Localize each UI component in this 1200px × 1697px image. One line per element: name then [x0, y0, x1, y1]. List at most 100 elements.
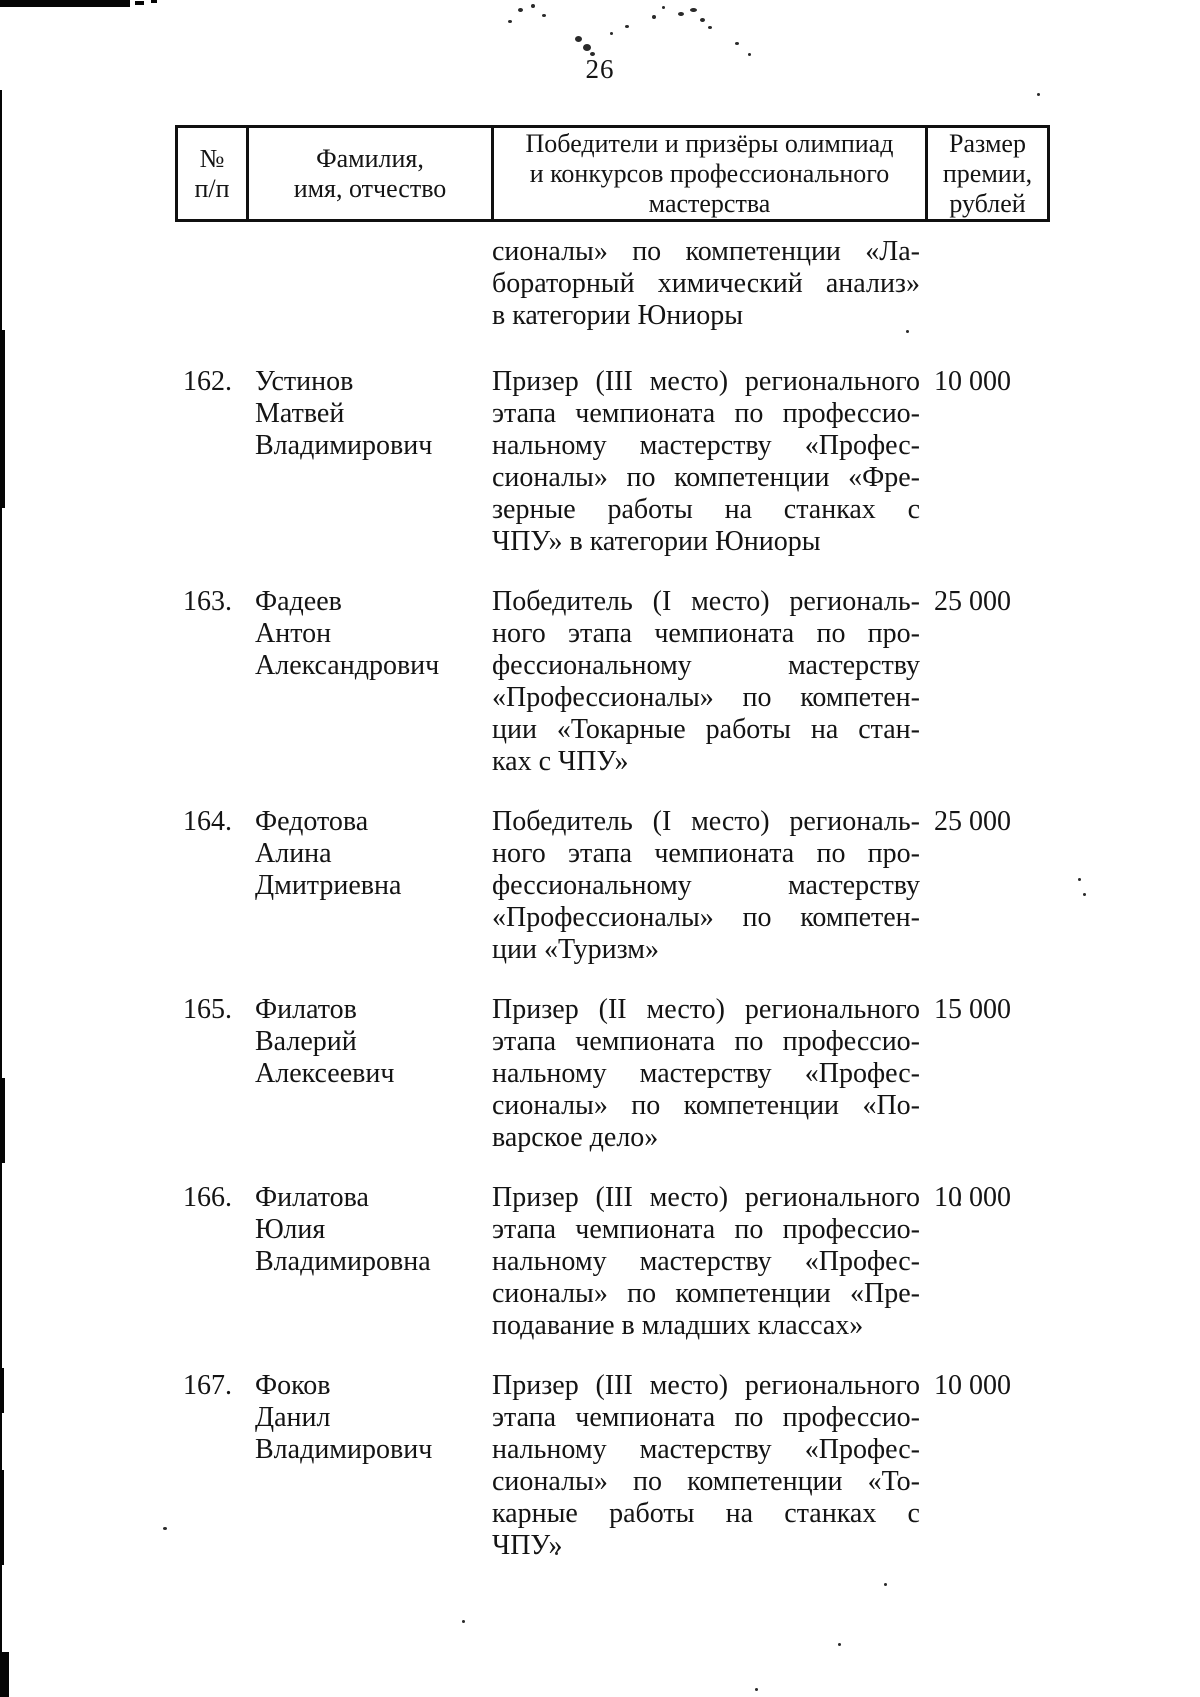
header-line: Фамилия,	[316, 143, 424, 173]
name-line: Юлия	[255, 1214, 326, 1245]
table-row: 164. Федотова Алина Дмитриевна Победитель (I…	[183, 806, 1083, 966]
row-name: Фоков Данил Владимирович	[255, 1370, 492, 1466]
row-number: 164.	[183, 806, 232, 837]
description-line: «Профессионалы» по компетен-	[492, 902, 920, 933]
dust-speck	[462, 1620, 465, 1623]
description-line: сионалы» по компетенции «Ла-	[492, 236, 920, 267]
row-amount: 10 000	[934, 1370, 1011, 1401]
table-row: 167. Фоков Данил Владимирович Призер (III ме…	[183, 1370, 1083, 1562]
scan-artifact-left-blob	[0, 1470, 4, 1565]
scan-artifact-speck	[151, 0, 157, 3]
dust-speck	[700, 18, 705, 22]
name-line: Антон	[255, 618, 332, 649]
header-cell-number: № п/п	[178, 128, 246, 219]
description-line: ции «Туризм»	[492, 934, 660, 965]
description-line: сионалы» по компетенции «Фре-	[492, 462, 920, 493]
description-line: Призер (III место) регионального	[492, 1370, 920, 1401]
description-line: Призер (III место) регионального	[492, 366, 920, 397]
dust-speck	[748, 53, 751, 56]
dust-speck	[163, 1527, 167, 1530]
scan-artifact-left-blob	[0, 1368, 4, 1413]
description-line: этапа чемпионата по профессио-	[492, 1026, 920, 1057]
carryover-description: сионалы» по компетенции «Ла- бораторный …	[492, 236, 920, 332]
name-line: Данил	[255, 1402, 331, 1433]
name-line: Матвей	[255, 398, 345, 429]
name-line: Филатов	[255, 994, 357, 1025]
row-description: Призер (III место) регионального этапа че…	[492, 366, 920, 558]
description-line: сионалы» по компетенции «По-	[492, 1090, 920, 1121]
row-amount: 25 000	[934, 806, 1011, 837]
description-line: Призер (III место) регионального	[492, 1182, 920, 1213]
description-line: этапа чемпионата по профессио-	[492, 1402, 920, 1433]
name-line: Владимирович	[255, 1434, 433, 1465]
dust-speck	[755, 1688, 758, 1691]
row-number: 167.	[183, 1370, 232, 1401]
table-row: 165. Филатов Валерий Алексеевич Призер (II м…	[183, 994, 1083, 1154]
dust-speck	[958, 1203, 961, 1206]
description-line: сионалы» по компетенции «То-	[492, 1466, 920, 1497]
dust-speck	[518, 8, 523, 12]
dust-speck	[884, 1583, 887, 1586]
dust-speck	[700, 147, 703, 150]
dust-speck	[1083, 893, 1086, 896]
name-line: Алина	[255, 838, 332, 869]
description-line: нальному мастерству «Профес-	[492, 430, 920, 461]
header-line: №	[199, 143, 225, 173]
description-line: варское дело»	[492, 1122, 659, 1153]
dust-speck	[678, 12, 684, 16]
row-number: 163.	[183, 586, 232, 617]
description-line: нальному мастерству «Профес-	[492, 1058, 920, 1089]
page-number: 26	[585, 54, 615, 84]
dust-speck	[590, 52, 595, 56]
row-number: 165.	[183, 994, 232, 1025]
description-line: «Профессионалы» по компетен-	[492, 682, 920, 713]
dust-speck	[652, 15, 656, 19]
scan-artifact-top-bar	[0, 0, 130, 7]
dust-speck	[583, 44, 591, 51]
dust-speck	[1078, 878, 1081, 881]
description-line: Победитель (I место) региональ-	[492, 806, 920, 837]
dust-speck	[542, 14, 546, 17]
description-line: нальному мастерству «Профес-	[492, 1246, 920, 1277]
table-row: 162. Устинов Матвей Владимирович Призер (III…	[183, 366, 1083, 558]
row-name: Филатов Валерий Алексеевич	[255, 994, 492, 1090]
header-line: рублей	[949, 188, 1026, 218]
name-line: Владимирович	[255, 430, 433, 461]
header-line: Размер	[949, 128, 1026, 158]
table-body: 162. Устинов Матвей Владимирович Призер (III…	[183, 366, 1083, 1590]
description-line: этапа чемпионата по профессио-	[492, 1214, 920, 1245]
name-line: Устинов	[255, 366, 354, 397]
dust-speck	[625, 25, 629, 28]
dust-speck	[662, 6, 665, 9]
description-line: ках с ЧПУ»	[492, 746, 629, 777]
header-cell-prize: Размер премии, рублей	[925, 128, 1047, 219]
scan-artifact-left-blob	[0, 1078, 5, 1163]
row-amount: 10 000	[934, 1182, 1011, 1213]
description-line: в категории Юниоры	[492, 300, 744, 331]
name-line: Фадеев	[255, 586, 342, 617]
row-name: Устинов Матвей Владимирович	[255, 366, 492, 462]
description-line: ции «Токарные работы на стан-	[492, 714, 920, 745]
scan-artifact-left-line	[0, 90, 2, 1697]
dust-speck	[735, 42, 739, 45]
dust-speck	[555, 1552, 558, 1555]
dust-speck	[575, 36, 582, 42]
description-line: зерные работы на станках с	[492, 494, 920, 525]
row-name: Филатова Юлия Владимировна	[255, 1182, 492, 1278]
header-line: п/п	[194, 173, 230, 203]
dust-speck	[610, 32, 613, 35]
description-line: фессиональному мастерству	[492, 650, 920, 681]
description-line: ного этапа чемпионата по про-	[492, 618, 920, 649]
row-description: Призер (III место) регионального этапа че…	[492, 1182, 920, 1342]
dust-speck	[531, 4, 535, 8]
description-line: сионалы» по компетенции «Пре-	[492, 1278, 920, 1309]
row-amount: 10 000	[934, 366, 1011, 397]
row-description: Победитель (I место) региональ-ного этап…	[492, 586, 920, 778]
header-line: имя, отчество	[293, 173, 447, 203]
name-line: Алексеевич	[255, 1058, 395, 1089]
row-number: 166.	[183, 1182, 232, 1213]
name-line: Валерий	[255, 1026, 357, 1057]
name-line: Федотова	[255, 806, 369, 837]
name-line: Дмитриевна	[255, 870, 402, 901]
